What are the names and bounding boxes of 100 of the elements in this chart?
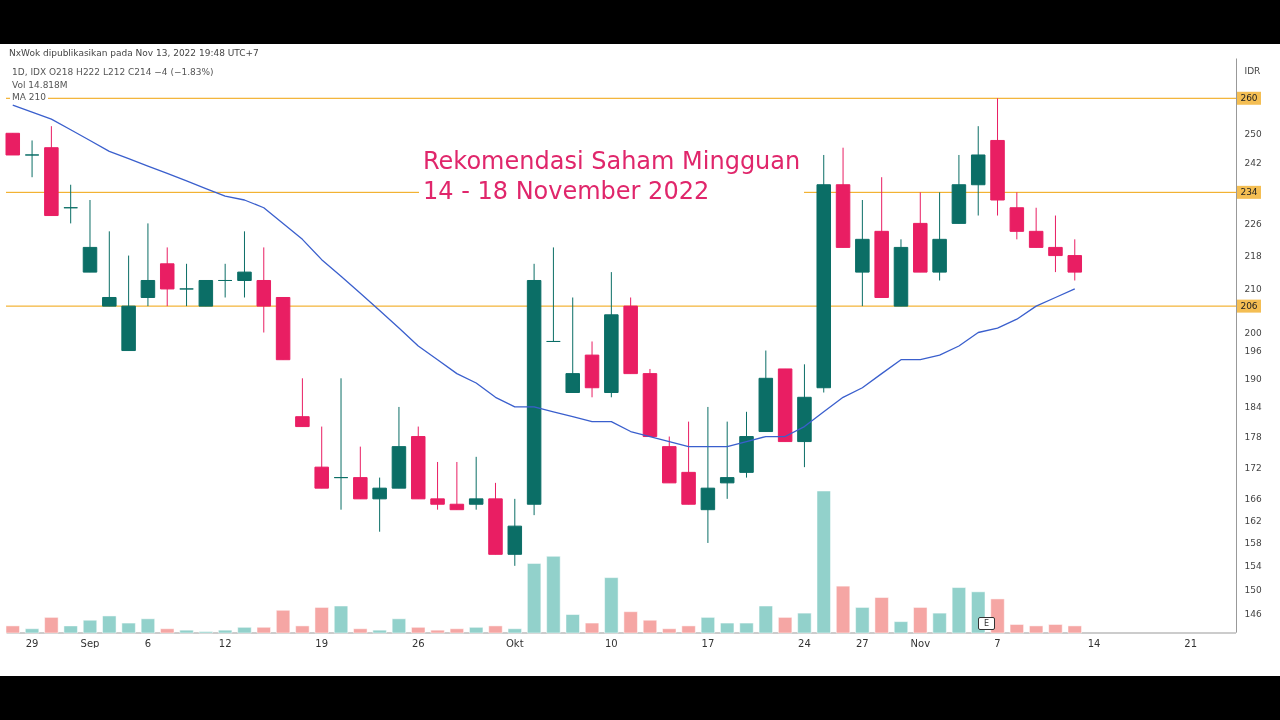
text: Rekomendasi Saham Mingguan xyxy=(423,146,801,176)
ref-line-label: 260 xyxy=(1240,93,1258,104)
bar xyxy=(836,585,851,634)
bar xyxy=(932,612,947,634)
candlestick xyxy=(719,421,735,500)
bar xyxy=(681,625,696,634)
y-tick-label: 196 xyxy=(1244,346,1262,357)
y-tick-label: 190 xyxy=(1244,373,1262,384)
y-tick-label: 242 xyxy=(1244,157,1262,168)
x-tick-label: Nov xyxy=(910,637,931,649)
bar xyxy=(816,490,831,634)
candlestick xyxy=(102,230,117,307)
bar xyxy=(720,622,735,634)
annotation: 1D, IDX O218 H222 L212 C214 −4 (−1.83%) xyxy=(10,67,216,77)
x-tick-label: 17 xyxy=(701,637,715,649)
candlestick xyxy=(24,139,40,178)
candlestick xyxy=(217,263,233,298)
bar xyxy=(1029,625,1044,634)
bar xyxy=(25,628,40,634)
y-tick-label: 184 xyxy=(1244,402,1262,413)
bar xyxy=(778,617,793,634)
bar xyxy=(160,628,175,634)
bar xyxy=(179,629,194,634)
bar xyxy=(585,622,600,634)
bar xyxy=(140,618,155,634)
bar xyxy=(411,627,426,634)
ref-line-label: 234 xyxy=(1240,187,1258,198)
bar xyxy=(758,605,773,634)
y-tick-label: 150 xyxy=(1244,584,1262,595)
candlestick xyxy=(449,461,465,511)
y-axis-title: IDR xyxy=(1244,65,1261,76)
bar xyxy=(527,563,542,634)
bar xyxy=(372,629,387,634)
bar xyxy=(1009,624,1024,634)
candlestick xyxy=(1067,238,1083,281)
bar xyxy=(63,625,78,634)
y-tick-label: 146 xyxy=(1244,608,1262,619)
x-tick-label: 21 xyxy=(1184,637,1197,649)
x-tick-label: 14 xyxy=(1087,637,1101,649)
candlestick xyxy=(430,461,445,511)
candlestick xyxy=(353,446,368,500)
bar xyxy=(121,622,136,634)
candlestick xyxy=(179,263,194,307)
bar xyxy=(218,629,233,634)
candlestick xyxy=(1028,207,1044,248)
y-tick-label: 200 xyxy=(1244,328,1262,339)
y-tick-label: 178 xyxy=(1244,432,1262,443)
candlestick xyxy=(546,246,561,342)
x-tick-label: 19 xyxy=(315,637,329,649)
bar xyxy=(237,627,252,634)
ref-line-label: 206 xyxy=(1240,301,1258,312)
candlestick xyxy=(468,456,484,511)
bar xyxy=(449,628,464,634)
candlestick xyxy=(314,426,329,489)
x-tick-label: 27 xyxy=(856,637,869,649)
candlestick xyxy=(237,230,252,298)
x-tick-label: 26 xyxy=(411,637,425,649)
bar xyxy=(565,614,580,634)
line-series xyxy=(12,104,1076,448)
x-tick-label: 6 xyxy=(144,637,152,649)
candlestick xyxy=(295,377,310,428)
annotation: Vol 14.818M xyxy=(10,80,70,90)
bar xyxy=(604,577,619,634)
bar xyxy=(82,619,97,634)
y-tick-label: 154 xyxy=(1244,561,1262,572)
x-tick-label: 10 xyxy=(604,637,618,649)
bar xyxy=(797,612,812,634)
bar xyxy=(855,607,870,634)
candlestick xyxy=(372,477,387,533)
y-tick-label: 172 xyxy=(1244,462,1262,473)
candlestick xyxy=(565,296,580,394)
y-tick-label: 166 xyxy=(1244,494,1262,505)
bar xyxy=(276,610,291,634)
bar xyxy=(700,617,715,634)
bar xyxy=(5,625,20,634)
y-tick-label: 210 xyxy=(1244,284,1262,295)
bar xyxy=(990,598,1005,634)
x-tick-label: 29 xyxy=(25,637,39,649)
bar xyxy=(1067,625,1082,634)
bar xyxy=(913,607,928,634)
bar xyxy=(951,587,966,634)
bar xyxy=(546,556,561,634)
y-tick-label: 162 xyxy=(1244,516,1262,527)
y-tick-label: 250 xyxy=(1244,128,1262,139)
candlestick xyxy=(140,222,156,307)
bar xyxy=(430,629,445,634)
bar xyxy=(353,628,368,634)
bar xyxy=(44,617,59,634)
x-tick-label: Okt xyxy=(506,637,524,649)
candlestick xyxy=(333,377,349,511)
text: 14 - 18 November 2022 xyxy=(423,176,711,206)
bar xyxy=(488,625,503,634)
bar xyxy=(295,625,310,634)
y-tick-label: 158 xyxy=(1244,538,1262,549)
bar xyxy=(507,628,522,634)
bar xyxy=(1048,624,1063,634)
bar xyxy=(391,618,406,634)
candlestick xyxy=(700,406,716,544)
x-tick-label: Sep xyxy=(80,637,100,649)
bar xyxy=(469,627,484,634)
